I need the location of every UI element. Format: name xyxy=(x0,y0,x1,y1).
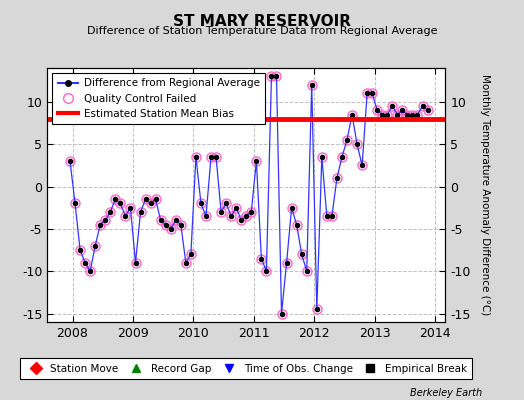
Text: Berkeley Earth: Berkeley Earth xyxy=(410,388,482,398)
Y-axis label: Monthly Temperature Anomaly Difference (°C): Monthly Temperature Anomaly Difference (… xyxy=(480,74,490,316)
Legend: Station Move, Record Gap, Time of Obs. Change, Empirical Break: Station Move, Record Gap, Time of Obs. C… xyxy=(20,358,472,379)
Text: Difference of Station Temperature Data from Regional Average: Difference of Station Temperature Data f… xyxy=(87,26,437,36)
Legend: Difference from Regional Average, Quality Control Failed, Estimated Station Mean: Difference from Regional Average, Qualit… xyxy=(52,73,265,124)
Text: ST MARY RESERVOIR: ST MARY RESERVOIR xyxy=(173,14,351,29)
